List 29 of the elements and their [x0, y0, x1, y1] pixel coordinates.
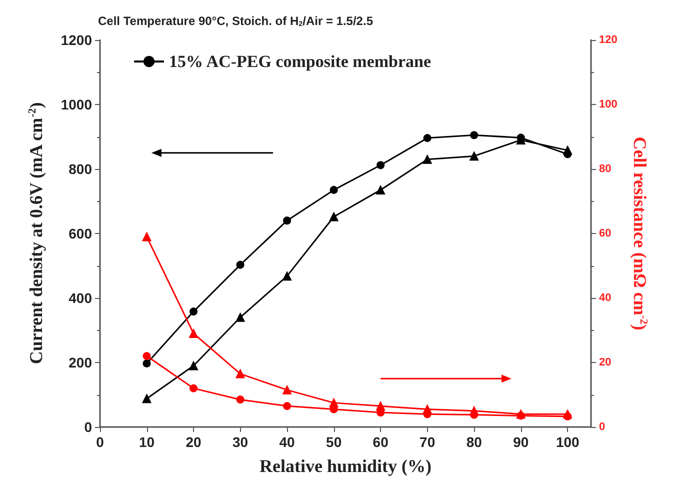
y2-axis-title: Cell resistance (mΩ cm-2)	[630, 136, 650, 330]
y-tick-label: 400	[68, 290, 92, 306]
legend-label: 15% AC-PEG composite membrane	[169, 52, 432, 71]
y-axis-title: Current density at 0.6V (mA cm-2)	[26, 102, 46, 364]
x-tick-label: 0	[96, 434, 104, 450]
y-tick-label: 0	[84, 419, 92, 435]
x-tick-label: 100	[556, 434, 580, 450]
y2-tick-label: 20	[599, 356, 612, 368]
x-tick-label: 70	[420, 434, 436, 450]
y-tick-label: 600	[68, 226, 92, 242]
x-tick-label: 30	[232, 434, 248, 450]
x-tick-label: 80	[466, 434, 482, 450]
y2-tick-label: 120	[599, 34, 618, 46]
y-tick-label: 1000	[60, 96, 92, 112]
x-tick-label: 10	[138, 434, 155, 450]
x-tick-label: 20	[186, 434, 202, 450]
y2-tick-label: 0	[599, 421, 606, 433]
y-tick-label: 1200	[60, 32, 92, 48]
x-tick-label: 40	[279, 434, 296, 450]
y-tick-label: 200	[68, 354, 92, 370]
x-tick-label: 90	[513, 434, 529, 450]
x-axis-title: Relative humidity (%)	[260, 456, 432, 476]
x-tick-label: 50	[326, 434, 342, 450]
y2-tick-label: 60	[599, 228, 612, 240]
x-tick-label: 60	[372, 434, 389, 450]
y2-tick-label: 100	[599, 98, 618, 110]
y2-tick-label: 80	[599, 163, 612, 175]
y-tick-label: 800	[68, 161, 92, 177]
y2-tick-label: 40	[599, 292, 612, 304]
